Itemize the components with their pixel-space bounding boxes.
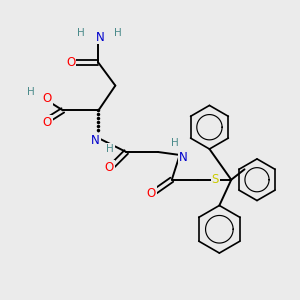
Text: S: S [212,173,219,186]
Text: O: O [146,187,156,200]
Text: H: H [171,138,178,148]
Text: N: N [91,134,100,147]
Text: H: H [114,28,122,38]
Text: O: O [66,56,75,69]
Text: N: N [96,31,105,44]
Text: O: O [105,161,114,174]
Text: O: O [42,116,52,129]
Text: O: O [42,92,52,105]
Text: N: N [179,152,188,164]
Text: H: H [27,86,35,97]
Text: H: H [77,28,85,38]
Text: H: H [106,144,114,154]
